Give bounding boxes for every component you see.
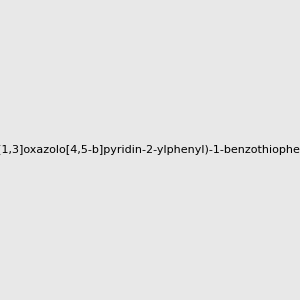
Text: 3,6-dichloro-N-(3-[1,3]oxazolo[4,5-b]pyridin-2-ylphenyl)-1-benzothiophene-2-carb: 3,6-dichloro-N-(3-[1,3]oxazolo[4,5-b]pyr… — [0, 145, 300, 155]
